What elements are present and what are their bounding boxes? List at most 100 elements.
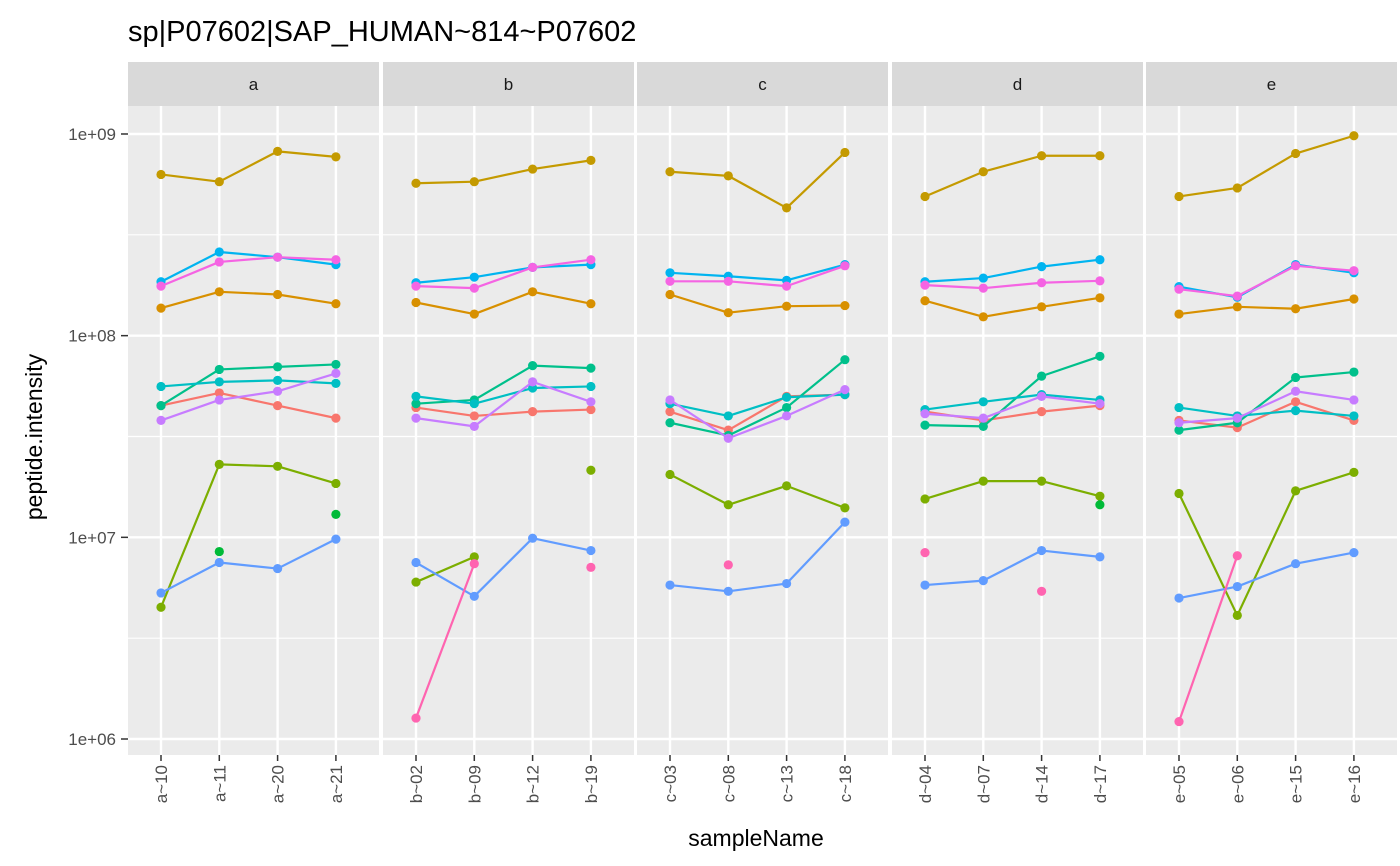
x-tick-label: d~17 xyxy=(1091,765,1110,803)
series-line-segment xyxy=(727,395,788,432)
series-line-segment xyxy=(1236,390,1297,420)
data-point xyxy=(469,309,479,319)
series-line-segment xyxy=(1041,404,1101,413)
data-point xyxy=(1349,395,1359,405)
data-point xyxy=(586,397,596,407)
series-line-segment xyxy=(219,250,278,259)
data-point xyxy=(214,287,224,297)
data-point xyxy=(214,364,224,375)
data-point xyxy=(156,169,166,180)
data-point xyxy=(469,411,479,421)
series-line-segment xyxy=(1041,549,1101,558)
data-point xyxy=(331,359,341,370)
x-tick-label: c~13 xyxy=(778,765,797,802)
data-point xyxy=(920,494,930,504)
x-tick-label: e~05 xyxy=(1170,765,1189,803)
data-point xyxy=(156,400,166,411)
facet-strip xyxy=(892,62,1143,106)
data-point xyxy=(469,421,479,431)
x-tick-label: a~20 xyxy=(269,765,288,803)
data-point xyxy=(214,388,224,398)
series-line-segment xyxy=(924,276,984,283)
facet-panel-d: d d~04 d~07 d~14 d~17 xyxy=(892,62,1143,803)
y-tick-label: 1e+06 xyxy=(68,730,116,749)
series-line-segment xyxy=(1178,585,1238,600)
series-line-segment xyxy=(785,358,846,409)
data-point xyxy=(1232,183,1242,193)
data-point xyxy=(1291,486,1301,496)
data-point xyxy=(1037,262,1047,272)
data-point xyxy=(978,476,988,486)
x-tick-label: a~10 xyxy=(152,765,171,803)
panel-background xyxy=(1146,106,1397,755)
series-line-segment xyxy=(160,391,220,407)
x-tick-label: c~08 xyxy=(719,765,738,802)
data-point xyxy=(1291,372,1301,383)
data-point xyxy=(214,546,224,557)
data-point xyxy=(782,281,792,291)
data-point xyxy=(586,465,596,475)
series-line-segment xyxy=(669,293,729,314)
data-point xyxy=(1291,397,1301,407)
series-line-segment xyxy=(532,537,592,552)
data-point xyxy=(978,576,988,586)
data-point xyxy=(469,552,479,562)
series-line-segment xyxy=(924,579,984,587)
series-line-segment xyxy=(415,417,475,428)
series-line-segment xyxy=(924,412,984,420)
data-point xyxy=(978,413,988,423)
series-line-segment xyxy=(786,484,846,509)
series-line-segment xyxy=(983,265,1042,280)
series-line-segment xyxy=(669,170,729,177)
series-line-segment xyxy=(669,473,729,506)
series-line-segment xyxy=(982,549,1043,582)
data-point xyxy=(156,381,166,392)
series-line-segment xyxy=(219,290,278,296)
facet-strip-label: b xyxy=(504,75,513,94)
series-line-segment xyxy=(532,159,592,171)
data-point xyxy=(273,386,283,396)
series-line-segment xyxy=(159,463,221,608)
facet-strip xyxy=(1146,62,1397,106)
series-line-segment xyxy=(218,150,279,183)
data-point xyxy=(469,591,479,601)
series-line-segment xyxy=(1295,551,1355,565)
series-line-segment xyxy=(1041,355,1101,378)
data-point xyxy=(1174,593,1184,603)
data-point xyxy=(1037,371,1047,381)
x-tick-label: d~14 xyxy=(1033,765,1052,803)
data-point xyxy=(920,580,930,590)
series-line-segment xyxy=(1041,296,1101,308)
data-point xyxy=(665,289,675,300)
data-point xyxy=(331,255,341,265)
series-line-segment xyxy=(1178,421,1238,432)
series-line-segment xyxy=(415,398,475,405)
series-line-segment xyxy=(1041,393,1100,402)
data-point xyxy=(1174,488,1184,499)
data-point xyxy=(214,395,224,405)
x-tick-label: b~02 xyxy=(407,765,426,803)
data-point xyxy=(411,413,421,423)
data-point xyxy=(273,400,283,411)
data-point xyxy=(1095,552,1105,562)
data-point xyxy=(411,178,421,188)
y-axis: 1e+06 1e+07 1e+08 1e+09 xyxy=(68,125,128,749)
series-line-segment xyxy=(1295,471,1355,492)
series-line-segment xyxy=(277,150,337,158)
panel-background xyxy=(637,106,888,755)
data-point xyxy=(156,415,166,426)
data-point xyxy=(1174,309,1184,319)
data-point xyxy=(1349,367,1359,377)
data-point xyxy=(528,377,538,387)
facet-panel-e: e e~05 e~06 e~15 e~16 xyxy=(1146,62,1397,803)
data-point xyxy=(411,281,421,291)
data-point xyxy=(1095,491,1105,501)
series-line-segment xyxy=(277,404,337,420)
data-point xyxy=(723,171,733,181)
x-tick-label: e~15 xyxy=(1287,765,1306,803)
series-line-segment xyxy=(1295,134,1355,155)
data-point xyxy=(920,420,930,430)
series-line-segment xyxy=(277,293,337,305)
data-point xyxy=(665,407,675,417)
series-line-segment xyxy=(1295,264,1354,272)
